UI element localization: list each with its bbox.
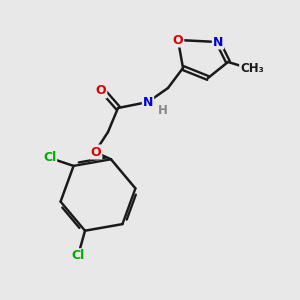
Text: O: O bbox=[91, 146, 101, 158]
Text: Cl: Cl bbox=[71, 249, 85, 262]
Text: Cl: Cl bbox=[43, 152, 56, 164]
Text: CH₃: CH₃ bbox=[240, 61, 264, 74]
Text: O: O bbox=[96, 85, 106, 98]
Text: N: N bbox=[143, 95, 153, 109]
Text: H: H bbox=[158, 103, 168, 116]
Text: O: O bbox=[173, 34, 183, 46]
Text: N: N bbox=[213, 35, 223, 49]
